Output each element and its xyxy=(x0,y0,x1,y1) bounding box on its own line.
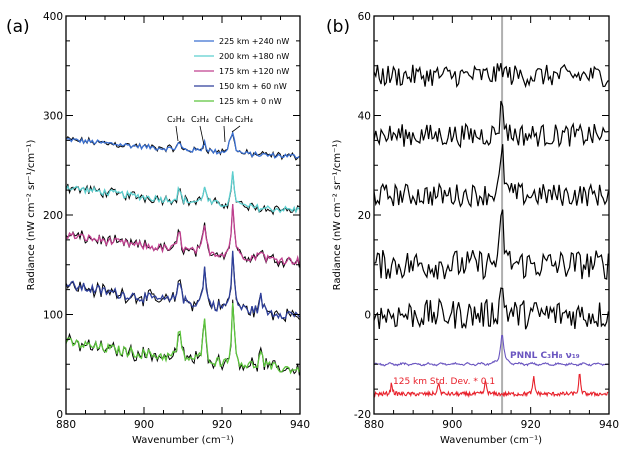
panel-b-y-tick-label: -20 xyxy=(354,409,371,421)
panel-b-series-line xyxy=(373,373,609,399)
legend-label: 200 km +180 nW xyxy=(219,52,289,61)
legend-label: 125 km + 0 nW xyxy=(219,97,282,106)
panel-a-observed-line xyxy=(65,252,300,323)
panel-a-series-line xyxy=(65,171,300,214)
peak-annotation-label: C₂H₄ xyxy=(235,115,253,124)
panel-b-ticks: 880 900 920 940 -20 0 20 40 60 xyxy=(354,11,619,431)
panel-b-series-line xyxy=(373,144,609,208)
legend-label: 175 km +120 nW xyxy=(219,67,289,76)
panel-b-x-tick-label: 900 xyxy=(442,419,462,431)
panel-a-series-line xyxy=(65,130,300,159)
peak-annotation-pointer xyxy=(231,125,241,133)
panel-b-series-line xyxy=(373,100,609,149)
panel-a-y-tick-label: 300 xyxy=(43,111,63,123)
panel-b-series-line xyxy=(373,209,609,281)
panel-a-x-tick-label: 920 xyxy=(212,419,232,431)
panel-a-annotations: C₂H₄ C₂H₄ C₃H₈ C₂H₄ xyxy=(167,115,253,146)
panel-a-y-tick-label: 100 xyxy=(43,310,63,322)
panel-a-y-tick-label: 400 xyxy=(43,11,63,23)
panel-b-x-tick-label: 940 xyxy=(599,419,619,431)
peak-annotation-pointer xyxy=(199,125,205,146)
panel-a-series xyxy=(65,130,301,376)
panel-a-x-tick-label: 880 xyxy=(56,419,76,431)
peak-annotation-pointer xyxy=(223,125,226,143)
panel-a-y-tick-label: 0 xyxy=(56,409,63,421)
panel-a-observed-line xyxy=(65,204,300,269)
peak-annotation-pointer xyxy=(175,125,179,142)
peak-annotation-label: C₂H₄ xyxy=(191,115,209,124)
panel-b-x-tick-label: 880 xyxy=(364,419,384,431)
panel-b: (b) 880 900 920 940 -20 0 20 40 60 PNNL C₃H₈ ν₁₉… xyxy=(326,11,619,446)
peak-annotation-label: C₃H₈ xyxy=(215,115,233,124)
panel-b-y-tick-label: 0 xyxy=(364,310,371,322)
panel-b-y-axis-title: Radiance (nW cm⁻² sr⁻¹/cm⁻¹) xyxy=(332,140,343,291)
panel-a-series-line xyxy=(65,204,301,266)
panel-b-x-tick-label: 920 xyxy=(521,419,541,431)
panel-a-ticks: 880 900 920 940 0 100 200 300 400 xyxy=(43,11,310,431)
panel-b-y-tick-label: 40 xyxy=(358,111,371,123)
panel-b-series-line xyxy=(373,334,609,367)
panel-b-pnnl-label: PNNL C₃H₈ ν₁₉ xyxy=(510,351,580,361)
panel-b-x-axis-title: Wavenumber (cm⁻¹) xyxy=(440,435,542,446)
panel-b-series-line xyxy=(373,287,609,330)
panel-a-series-line xyxy=(65,302,301,375)
panel-a-observed-line xyxy=(65,133,300,161)
panel-a-y-tick-label: 200 xyxy=(43,210,63,222)
legend-label: 150 km + 60 nW xyxy=(219,82,287,91)
panel-a-y-axis-title: Radiance (nW cm⁻² sr⁻¹/cm⁻¹) xyxy=(26,140,37,291)
panel-b-stddev-label: 125 km Std. Dev. * 0.1 xyxy=(393,377,495,387)
panel-a-legend: 225 km +240 nW 200 km +180 nW 175 km +120 … xyxy=(194,37,289,106)
legend-label: 225 km +240 nW xyxy=(219,37,289,46)
panel-b-y-tick-label: 20 xyxy=(358,210,371,222)
panel-b-series xyxy=(373,62,609,399)
panel-a-label: (a) xyxy=(6,17,30,37)
panel-b-series-line xyxy=(373,62,609,89)
peak-annotation-label: C₂H₄ xyxy=(167,115,185,124)
panel-b-label: (b) xyxy=(326,17,350,37)
panel-a-x-axis-title: Wavenumber (cm⁻¹) xyxy=(132,435,234,446)
panel-a: (a) 880 900 920 940 0 100 200 300 400 225 km +24… xyxy=(6,11,310,446)
panel-a-x-tick-label: 940 xyxy=(290,419,310,431)
panel-b-y-tick-label: 60 xyxy=(358,11,371,23)
panel-a-x-tick-label: 900 xyxy=(134,419,154,431)
panel-a-series-line xyxy=(65,250,300,320)
